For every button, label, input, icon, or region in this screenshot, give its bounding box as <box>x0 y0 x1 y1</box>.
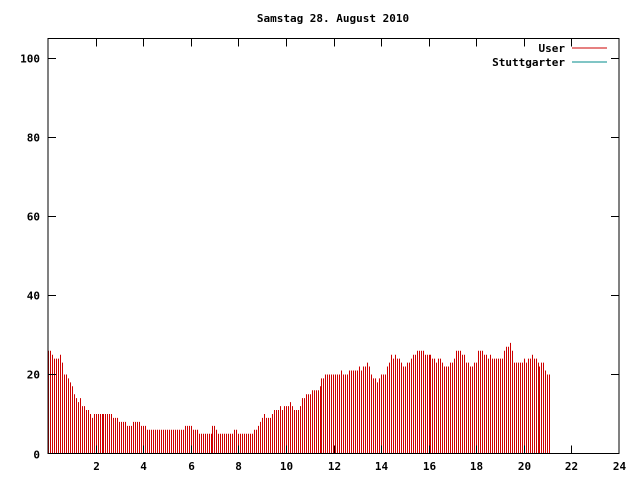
x-tick-label: 24 <box>613 460 627 473</box>
y-tick-label: 40 <box>27 290 40 303</box>
plot-frame <box>47 38 620 454</box>
y-tick-label: 60 <box>27 211 40 224</box>
x-tick-label: 18 <box>470 460 483 473</box>
y-tick-label: 100 <box>20 53 40 66</box>
x-tick-label: 2 <box>93 460 100 473</box>
x-tick-label: 16 <box>423 460 437 473</box>
x-tick-label: 8 <box>235 460 242 473</box>
x-axis: 2 4 6 8 10 12 14 16 18 20 22 24 <box>93 38 627 473</box>
legend-label-user: User <box>539 42 566 55</box>
legend: User Stuttgarter <box>492 42 607 69</box>
y-axis: 0 20 40 60 80 100 <box>20 53 619 462</box>
x-tick-label: 4 <box>140 460 147 473</box>
chart-title: Samstag 28. August 2010 <box>257 12 409 25</box>
y-tick-label: 0 <box>33 449 40 462</box>
y-tick-label: 80 <box>27 132 40 145</box>
x-tick-label: 22 <box>565 460 578 473</box>
x-tick-label: 14 <box>375 460 389 473</box>
x-tick-label: 12 <box>328 460 341 473</box>
x-tick-label: 20 <box>518 460 531 473</box>
x-tick-label: 6 <box>188 460 195 473</box>
bar-series-user <box>48 342 550 454</box>
legend-label-stuttgarter: Stuttgarter <box>492 56 565 69</box>
x-tick-label: 10 <box>280 460 293 473</box>
y-tick-label: 20 <box>27 369 40 382</box>
